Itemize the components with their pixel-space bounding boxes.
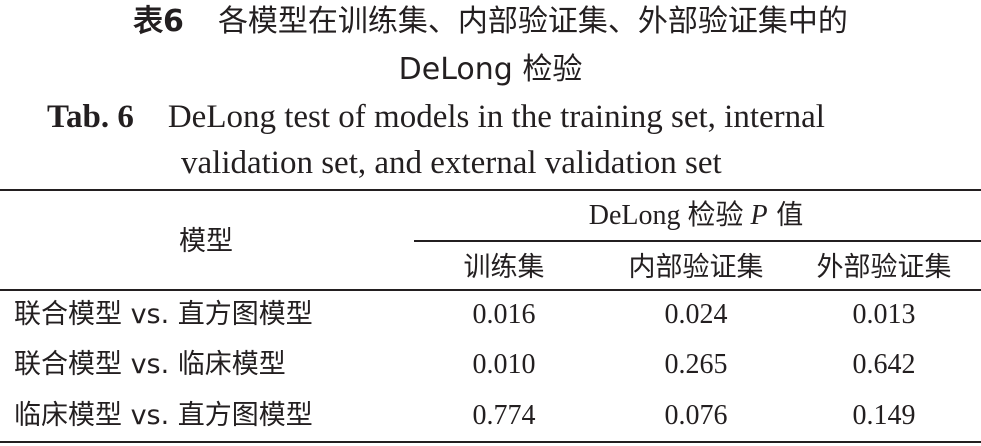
caption-en-line1: Tab. 6 DeLong test of models in the train… <box>47 95 825 139</box>
group-header-prefix: DeLong 检验 <box>588 200 751 231</box>
row-value-external: 0.149 <box>852 400 916 431</box>
row-value-internal: 0.265 <box>664 349 728 380</box>
caption-cn-line2: DeLong 检验 <box>398 52 583 87</box>
group-header-suffix: 值 <box>767 200 804 231</box>
table-header-rule <box>0 289 981 291</box>
row-model-name: 联合模型 vs. 临床模型 <box>14 349 286 380</box>
row-model-name: 临床模型 vs. 直方图模型 <box>14 400 313 431</box>
caption-cn-label: 表6 <box>133 4 184 39</box>
row-value-training: 0.010 <box>472 349 536 380</box>
caption-en-text: DeLong test of models in the training se… <box>167 99 825 135</box>
row-value-external: 0.013 <box>852 299 916 330</box>
row-value-training: 0.774 <box>472 400 536 431</box>
col-header-external: 外部验证集 <box>816 252 952 283</box>
row-value-internal: 0.076 <box>664 400 728 431</box>
group-header-p: P <box>750 200 768 231</box>
row-value-external: 0.642 <box>852 349 916 380</box>
row-header-model: 模型 <box>179 226 233 257</box>
caption-cn-text: 各模型在训练集、内部验证集、外部验证集中的 <box>217 4 848 39</box>
group-header: DeLong 检验 P 值 <box>589 198 803 234</box>
table-subheader-rule <box>414 240 981 242</box>
row-model-name: 联合模型 vs. 直方图模型 <box>14 299 313 330</box>
table-top-rule <box>0 189 981 191</box>
col-header-internal: 内部验证集 <box>628 252 764 283</box>
table-bottom-rule <box>0 441 981 443</box>
caption-cn-line1: 表6 各模型在训练集、内部验证集、外部验证集中的 <box>0 2 981 42</box>
row-value-internal: 0.024 <box>664 299 728 330</box>
row-value-training: 0.016 <box>472 299 536 330</box>
caption-en-line2: validation set, and external validation … <box>181 145 722 181</box>
caption-en-label: Tab. 6 <box>47 99 134 135</box>
col-header-training: 训练集 <box>463 252 545 283</box>
